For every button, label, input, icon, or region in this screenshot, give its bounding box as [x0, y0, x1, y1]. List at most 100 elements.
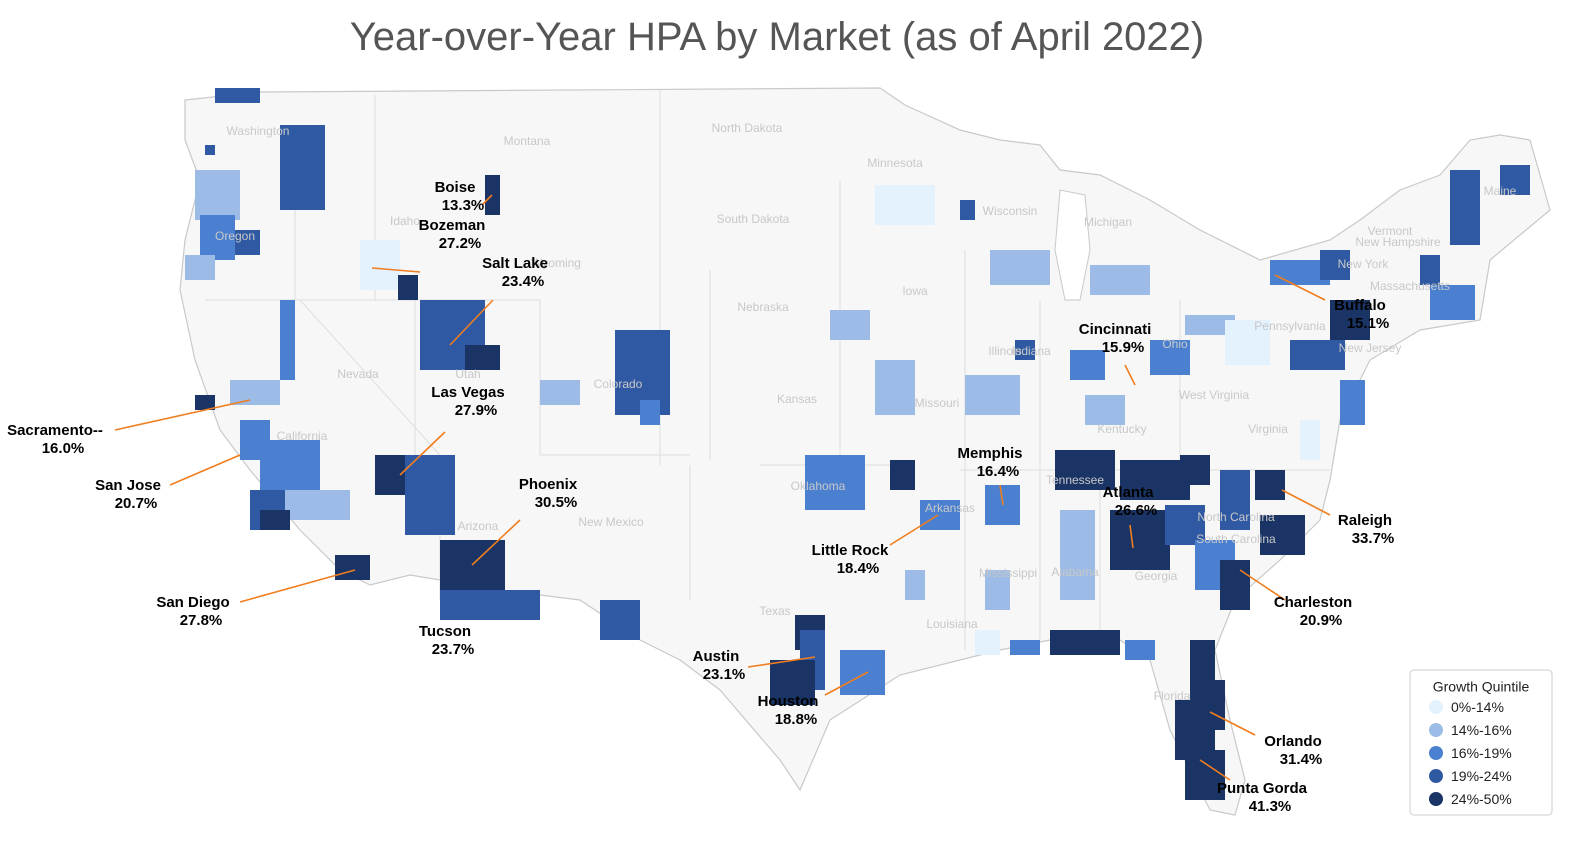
legend-title: Growth Quintile [1433, 679, 1530, 695]
market-name: Raleigh [1338, 512, 1392, 529]
market-region [975, 630, 1000, 655]
market-region [280, 125, 325, 210]
market-region [465, 345, 500, 370]
market-region [1165, 505, 1205, 545]
leader-line [1124, 364, 1136, 386]
legend-swatch [1429, 723, 1443, 737]
legend-swatch [1429, 746, 1443, 760]
leader-line [999, 484, 1004, 506]
market-value: 23.1% [703, 666, 746, 683]
state-label: Colorado [594, 377, 643, 391]
leader-line [824, 671, 869, 696]
legend-swatch [1429, 769, 1443, 783]
leader-line [471, 519, 521, 566]
market-region [1180, 455, 1210, 485]
market-region [990, 250, 1050, 285]
leader-line [169, 454, 241, 486]
market-region [335, 555, 370, 580]
market-value: 18.8% [775, 711, 818, 728]
state-label: Texas [759, 604, 790, 618]
state-label: North Carolina [1197, 510, 1275, 524]
leader-line [371, 267, 421, 273]
market-value: 27.9% [455, 402, 498, 419]
state-label: Vermont [1368, 224, 1413, 238]
leader-line [449, 299, 494, 346]
market-name: Sacramento-- [7, 422, 103, 439]
market-value: 16.0% [42, 440, 85, 457]
state-label: Arkansas [925, 501, 975, 515]
leader-line [1199, 759, 1231, 781]
market-region [1225, 320, 1270, 365]
state-label: West Virginia [1179, 388, 1250, 402]
market-region [1330, 300, 1370, 340]
market-region [600, 600, 640, 640]
market-name: Punta Gorda [1217, 780, 1308, 797]
market-region [260, 510, 290, 530]
market-value: 15.9% [1102, 339, 1145, 356]
market-region [440, 590, 540, 620]
lake-michigan [1054, 189, 1091, 301]
state-label: Minnesota [867, 156, 923, 170]
market-region [405, 455, 455, 535]
market-region [1340, 380, 1365, 425]
market-region [1220, 560, 1250, 610]
market-region [195, 170, 240, 220]
state-label: Ohio [1162, 337, 1188, 351]
market-region [1300, 420, 1320, 460]
legend-swatch [1429, 700, 1443, 714]
state-label: New Jersey [1339, 341, 1402, 355]
title: Year-over-Year HPA by Market (as of Apri… [350, 15, 1205, 59]
market-region [260, 440, 320, 490]
state-label: South Dakota [717, 212, 790, 226]
market-value: 31.4% [1280, 751, 1323, 768]
market-region [230, 380, 280, 405]
leader-line [114, 399, 251, 431]
market-region [805, 455, 865, 510]
market-name: Memphis [957, 445, 1022, 462]
market-region [640, 400, 660, 425]
market-region [185, 255, 215, 280]
market-region [398, 275, 418, 300]
market-region [1220, 470, 1250, 530]
market-region [1290, 340, 1345, 370]
state-label: Louisiana [926, 617, 978, 631]
market-region [1060, 510, 1095, 600]
market-value: 33.7% [1352, 530, 1395, 547]
market-region [1320, 250, 1350, 280]
market-value: 23.7% [432, 641, 475, 658]
market-name: Houston [758, 693, 819, 710]
market-value: 16.4% [977, 463, 1020, 480]
legend-label: 24%-50% [1451, 791, 1512, 807]
leader-line [1274, 274, 1326, 301]
legend-label: 19%-24% [1451, 768, 1512, 784]
state-label: Idaho [390, 214, 420, 228]
leader-line [399, 431, 446, 476]
market-region [1185, 750, 1225, 800]
leader-line [889, 514, 939, 546]
market-region [200, 215, 235, 260]
market-region [1110, 510, 1170, 570]
market-name: Boise [435, 179, 476, 196]
market-region [440, 540, 505, 595]
market-region [1015, 340, 1035, 360]
leader-line [481, 194, 493, 206]
market-region [1450, 170, 1480, 245]
market-region [540, 380, 580, 405]
market-region [890, 460, 915, 490]
market-name: Atlanta [1103, 484, 1154, 501]
market-region [840, 650, 885, 695]
market-region [985, 570, 1010, 610]
leader-line [1239, 569, 1286, 601]
market-region [1500, 165, 1530, 195]
market-value: 30.5% [535, 494, 578, 511]
market-region [485, 175, 500, 215]
leader-line [747, 656, 816, 668]
state-label: Nevada [337, 367, 379, 381]
state-label: New Mexico [578, 515, 644, 529]
state-label: Missouri [915, 396, 960, 410]
market-name: Phoenix [519, 476, 578, 493]
market-region [280, 300, 295, 380]
market-name: Orlando [1264, 733, 1322, 750]
market-region [1150, 340, 1190, 375]
